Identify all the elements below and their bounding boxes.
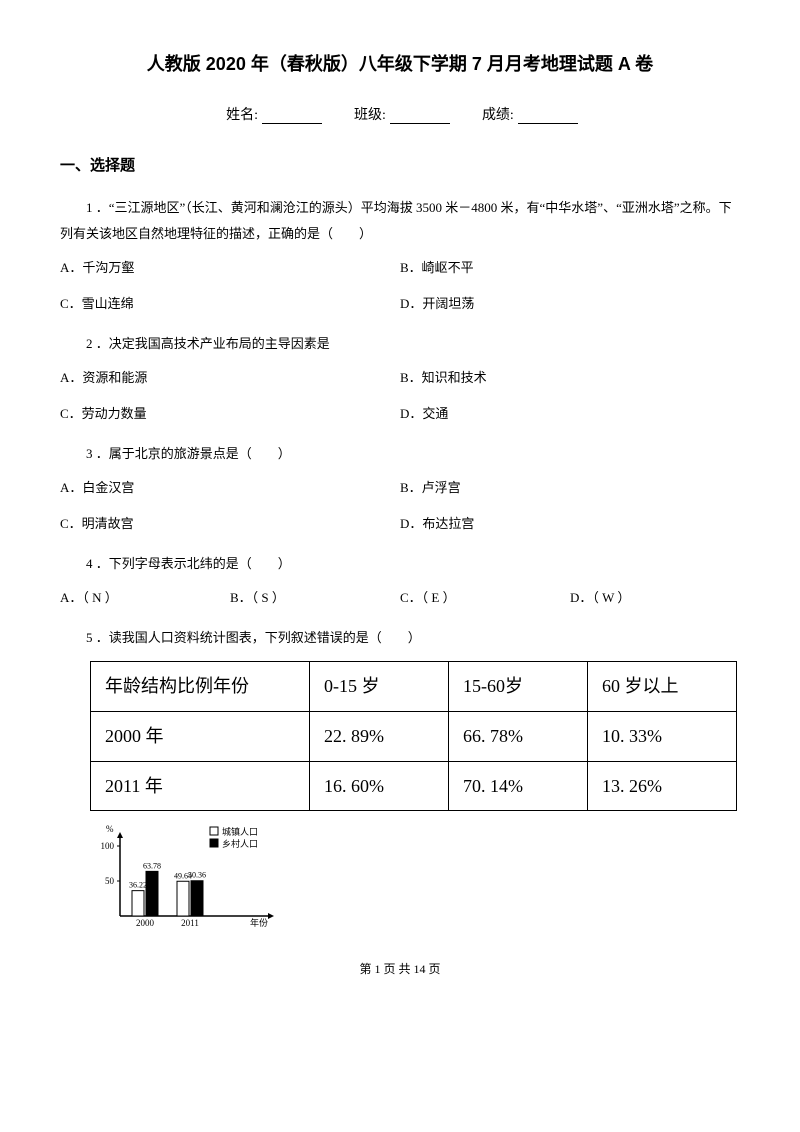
q5-text: 5 ．读我国人口资料统计图表，下列叙述错误的是（ ）	[60, 625, 740, 651]
q2-option-c[interactable]: C．劳动力数量	[60, 401, 400, 427]
question-5: 5 ．读我国人口资料统计图表，下列叙述错误的是（ ） 年龄结构比例年份 0-15…	[60, 625, 740, 940]
q1-text: 1 ．“三江源地区”（长江、黄河和澜沧江的源头）平均海拔 3500 米－4800…	[60, 195, 740, 247]
table-row: 2011 年 16. 60% 70. 14% 13. 26%	[91, 761, 737, 811]
q4-option-d[interactable]: D．（ W ）	[570, 585, 740, 611]
q2-text: 2 ．决定我国高技术产业布局的主导因素是	[60, 331, 740, 357]
q3-option-d[interactable]: D．布达拉宫	[400, 511, 740, 537]
cell-2000-15-60: 66. 78%	[449, 711, 588, 761]
class-blank[interactable]	[390, 109, 450, 124]
table-row: 2000 年 22. 89% 66. 78% 10. 33%	[91, 711, 737, 761]
svg-text:50: 50	[105, 876, 115, 886]
svg-text:%: %	[106, 824, 114, 834]
cell-2000-0-15: 22. 89%	[310, 711, 449, 761]
q2-option-b[interactable]: B．知识和技术	[400, 365, 740, 391]
svg-text:城镇人口: 城镇人口	[222, 826, 258, 837]
q3-text: 3 ．属于北京的旅游景点是（ ）	[60, 441, 740, 467]
table-row: 年龄结构比例年份 0-15 岁 15-60岁 60 岁以上	[91, 662, 737, 712]
cell-year-2000: 2000 年	[91, 711, 310, 761]
page-footer: 第 1 页 共 14 页	[60, 960, 740, 977]
cell-2011-60plus: 13. 26%	[588, 761, 737, 811]
q2-option-a[interactable]: A．资源和能源	[60, 365, 400, 391]
score-label: 成绩:	[482, 108, 514, 123]
q1-option-c[interactable]: C．雪山连绵	[60, 291, 400, 317]
q4-option-a[interactable]: A．（ N ）	[60, 585, 230, 611]
svg-text:年份: 年份	[250, 917, 268, 928]
exam-title: 人教版 2020 年（春秋版）八年级下学期 7 月月考地理试题 A 卷	[60, 50, 740, 76]
population-table: 年龄结构比例年份 0-15 岁 15-60岁 60 岁以上 2000 年 22.…	[90, 661, 737, 811]
q4-option-b[interactable]: B．（ S ）	[230, 585, 400, 611]
q2-option-d[interactable]: D．交通	[400, 401, 740, 427]
cell-2011-0-15: 16. 60%	[310, 761, 449, 811]
cell-2000-60plus: 10. 33%	[588, 711, 737, 761]
exam-page: 人教版 2020 年（春秋版）八年级下学期 7 月月考地理试题 A 卷 姓名: …	[0, 0, 800, 997]
section-heading: 一、选择题	[60, 154, 740, 175]
table-header-60plus: 60 岁以上	[588, 662, 737, 712]
q1-option-d[interactable]: D．开阔坦荡	[400, 291, 740, 317]
q3-option-c[interactable]: C．明清故宫	[60, 511, 400, 537]
name-label: 姓名:	[226, 108, 258, 123]
q3-options: A．白金汉宫 B．卢浮宫 C．明清故宫 D．布达拉宫	[60, 475, 740, 537]
question-3: 3 ．属于北京的旅游景点是（ ） A．白金汉宫 B．卢浮宫 C．明清故宫 D．布…	[60, 441, 740, 537]
question-1: 1 ．“三江源地区”（长江、黄河和澜沧江的源头）平均海拔 3500 米－4800…	[60, 195, 740, 317]
q2-options: A．资源和能源 B．知识和技术 C．劳动力数量 D．交通	[60, 365, 740, 427]
q4-options: A．（ N ） B．（ S ） C．（ E ） D．（ W ）	[60, 585, 740, 611]
svg-text:50.36: 50.36	[188, 871, 206, 880]
question-4: 4 ．下列字母表示北纬的是（ ） A．（ N ） B．（ S ） C．（ E ）…	[60, 551, 740, 611]
cell-year-2011: 2011 年	[91, 761, 310, 811]
class-label: 班级:	[354, 108, 386, 123]
student-info-line: 姓名: 班级: 成绩:	[60, 104, 740, 124]
svg-text:2011: 2011	[181, 918, 199, 928]
svg-text:2000: 2000	[136, 918, 155, 928]
population-bar-chart: 10050%36.2263.78200049.6450.362011年份城镇人口…	[90, 821, 740, 940]
q1-options: A．千沟万壑 B．崎岖不平 C．雪山连绵 D．开阔坦荡	[60, 255, 740, 317]
q1-option-b[interactable]: B．崎岖不平	[400, 255, 740, 281]
cell-2011-15-60: 70. 14%	[449, 761, 588, 811]
svg-text:100: 100	[101, 841, 115, 851]
q4-option-c[interactable]: C．（ E ）	[400, 585, 570, 611]
svg-text:乡村人口: 乡村人口	[222, 838, 258, 849]
q3-option-b[interactable]: B．卢浮宫	[400, 475, 740, 501]
score-blank[interactable]	[518, 109, 578, 124]
q4-text: 4 ．下列字母表示北纬的是（ ）	[60, 551, 740, 577]
svg-text:36.22: 36.22	[129, 881, 147, 890]
question-2: 2 ．决定我国高技术产业布局的主导因素是 A．资源和能源 B．知识和技术 C．劳…	[60, 331, 740, 427]
q1-option-a[interactable]: A．千沟万壑	[60, 255, 400, 281]
bar-chart-svg: 10050%36.2263.78200049.6450.362011年份城镇人口…	[90, 821, 310, 931]
table-header-15-60: 15-60岁	[449, 662, 588, 712]
table-header-age: 年龄结构比例年份	[91, 662, 310, 712]
q3-option-a[interactable]: A．白金汉宫	[60, 475, 400, 501]
svg-text:63.78: 63.78	[143, 862, 161, 871]
table-header-0-15: 0-15 岁	[310, 662, 449, 712]
name-blank[interactable]	[262, 109, 322, 124]
